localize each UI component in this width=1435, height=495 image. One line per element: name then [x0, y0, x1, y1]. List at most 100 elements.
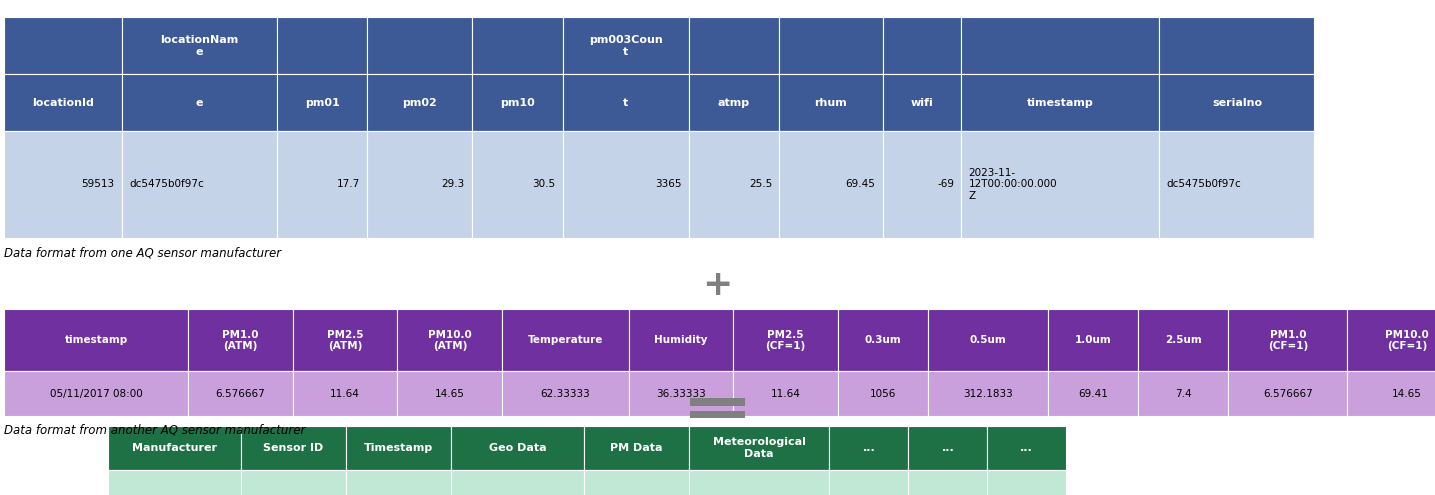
- Bar: [277, 131, 367, 238]
- Bar: [122, 17, 277, 74]
- Bar: [689, 470, 829, 495]
- Text: PM1.0
(ATM): PM1.0 (ATM): [222, 330, 258, 351]
- Text: 3365: 3365: [656, 179, 682, 190]
- Bar: [1048, 371, 1138, 416]
- Bar: [779, 74, 883, 131]
- Text: 6.576667: 6.576667: [215, 389, 265, 398]
- Text: 6.576667: 6.576667: [1263, 389, 1313, 398]
- Text: 11.64: 11.64: [330, 389, 360, 398]
- Text: pm003Coun
t: pm003Coun t: [588, 35, 663, 56]
- Bar: [961, 17, 1159, 74]
- Bar: [563, 17, 689, 74]
- Bar: [502, 371, 629, 416]
- Bar: [1159, 74, 1314, 131]
- Bar: [987, 470, 1066, 495]
- Bar: [584, 470, 689, 495]
- Bar: [1347, 371, 1435, 416]
- Text: 69.41: 69.41: [1078, 389, 1108, 398]
- Bar: [367, 17, 472, 74]
- Bar: [829, 470, 908, 495]
- Bar: [108, 426, 241, 470]
- Bar: [346, 426, 451, 470]
- Bar: [689, 131, 779, 238]
- Bar: [277, 17, 367, 74]
- Text: PM10.0
(CF=1): PM10.0 (CF=1): [1385, 330, 1429, 351]
- Text: Geo Data: Geo Data: [488, 443, 547, 453]
- Text: 0.3um: 0.3um: [865, 335, 901, 346]
- Bar: [1138, 371, 1228, 416]
- Text: PM10.0
(ATM): PM10.0 (ATM): [428, 330, 472, 351]
- Bar: [1228, 309, 1347, 371]
- Text: dc5475b0f97c: dc5475b0f97c: [129, 179, 204, 190]
- Text: ...: ...: [941, 443, 954, 453]
- Text: 62.33333: 62.33333: [541, 389, 590, 398]
- Text: timestamp: timestamp: [1027, 98, 1093, 108]
- Bar: [690, 411, 745, 418]
- Text: PM Data: PM Data: [610, 443, 663, 453]
- Bar: [4, 131, 122, 238]
- Bar: [584, 426, 689, 470]
- Bar: [829, 426, 908, 470]
- Bar: [4, 17, 122, 74]
- Bar: [1159, 17, 1314, 74]
- Bar: [502, 309, 629, 371]
- Bar: [367, 131, 472, 238]
- Text: Meteorological
Data: Meteorological Data: [713, 437, 805, 459]
- Bar: [472, 74, 563, 131]
- Text: 11.64: 11.64: [771, 389, 801, 398]
- Bar: [733, 309, 838, 371]
- Bar: [838, 371, 928, 416]
- Bar: [241, 470, 346, 495]
- Text: 7.4: 7.4: [1175, 389, 1191, 398]
- Text: PM1.0
(CF=1): PM1.0 (CF=1): [1267, 330, 1309, 351]
- Text: pm01: pm01: [304, 98, 340, 108]
- Bar: [883, 131, 961, 238]
- Text: 1.0um: 1.0um: [1075, 335, 1111, 346]
- Bar: [1159, 131, 1314, 238]
- Bar: [451, 426, 584, 470]
- Bar: [4, 371, 188, 416]
- Bar: [961, 131, 1159, 238]
- Bar: [122, 74, 277, 131]
- Bar: [928, 309, 1048, 371]
- Text: 25.5: 25.5: [749, 179, 772, 190]
- Bar: [293, 309, 397, 371]
- Text: locationNam
e: locationNam e: [161, 35, 238, 56]
- Bar: [1048, 309, 1138, 371]
- Bar: [689, 426, 829, 470]
- Text: 2023-11-
12T00:00:00.000
Z: 2023-11- 12T00:00:00.000 Z: [969, 168, 1058, 201]
- Text: Manufacturer: Manufacturer: [132, 443, 217, 453]
- Bar: [987, 426, 1066, 470]
- Bar: [367, 74, 472, 131]
- Bar: [451, 470, 584, 495]
- Bar: [689, 74, 779, 131]
- Bar: [629, 371, 733, 416]
- Text: +: +: [702, 268, 733, 301]
- Bar: [629, 309, 733, 371]
- Text: serialno: serialno: [1213, 98, 1261, 108]
- Bar: [563, 131, 689, 238]
- Text: ...: ...: [862, 443, 875, 453]
- Bar: [563, 74, 689, 131]
- Bar: [689, 17, 779, 74]
- Text: Sensor ID: Sensor ID: [264, 443, 323, 453]
- Text: 1056: 1056: [870, 389, 897, 398]
- Bar: [472, 17, 563, 74]
- Text: Data format from another AQ sensor manufacturer: Data format from another AQ sensor manuf…: [4, 423, 306, 436]
- Bar: [1138, 309, 1228, 371]
- Bar: [961, 74, 1159, 131]
- Text: e: e: [195, 98, 204, 108]
- Text: pm10: pm10: [499, 98, 535, 108]
- Bar: [293, 371, 397, 416]
- Bar: [397, 371, 502, 416]
- Text: 14.65: 14.65: [435, 389, 465, 398]
- Text: Humidity: Humidity: [654, 335, 707, 346]
- Bar: [4, 74, 122, 131]
- Bar: [108, 470, 241, 495]
- Bar: [188, 371, 293, 416]
- Text: Data format from one AQ sensor manufacturer: Data format from one AQ sensor manufactu…: [4, 247, 281, 259]
- Bar: [908, 470, 987, 495]
- Text: ...: ...: [1020, 443, 1033, 453]
- Text: 2.5um: 2.5um: [1165, 335, 1201, 346]
- Bar: [733, 371, 838, 416]
